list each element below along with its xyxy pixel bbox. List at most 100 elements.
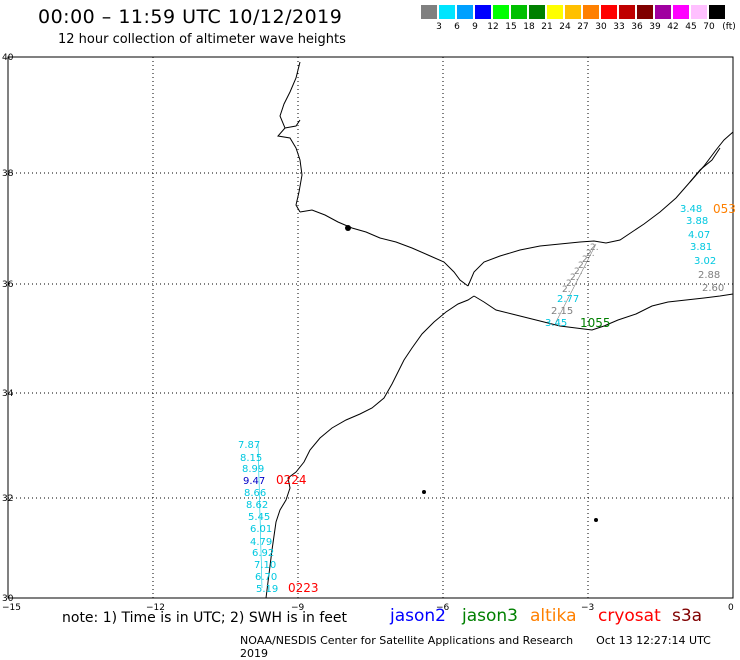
lat-label: 36 [2, 280, 14, 290]
scale-swatch [457, 5, 473, 19]
swh-value: 6.70 [255, 572, 277, 583]
scale-label: 45 [685, 22, 697, 32]
scale-swatch [529, 5, 545, 19]
swh-value: 2.60 [702, 283, 724, 294]
scale-label: 30 [595, 22, 607, 32]
scale-swatch [583, 5, 599, 19]
scale-swatch [475, 5, 491, 19]
swh-value: 2.88 [698, 270, 720, 281]
scale-label: 33 [613, 22, 625, 32]
scale-label: 15 [505, 22, 517, 32]
lon-label: −6 [436, 603, 450, 613]
lon-label: 0 [728, 603, 734, 613]
scale-swatch [601, 5, 617, 19]
swh-value: 9.47 [243, 476, 265, 487]
swh-value: 5.45 [248, 512, 270, 523]
legend-s3a: s3a [672, 606, 703, 626]
scale-label: 21 [541, 22, 553, 32]
page-title: 00:00 – 11:59 UTC 10/12/2019 [38, 6, 343, 28]
scale-label: 12 [487, 22, 499, 32]
pass-time-label: 1055 [580, 316, 611, 330]
lat-label: 38 [2, 169, 14, 179]
lon-label: −3 [581, 603, 594, 613]
scale-swatch [565, 5, 581, 19]
scale-swatch [439, 5, 455, 19]
swh-value: 2.15 [551, 306, 573, 317]
scale-swatch [691, 5, 707, 19]
scale-swatch [673, 5, 689, 19]
swh-value-cluster: 2. [566, 279, 575, 289]
swh-value: 7.87 [238, 440, 260, 451]
swh-value-cluster: 2. [562, 285, 571, 295]
scale-label: 39 [649, 22, 661, 32]
lat-label: 30 [2, 594, 14, 604]
scale-label: 6 [454, 22, 460, 32]
swh-value: 8.66 [244, 488, 266, 499]
pass-time-label: 053 [713, 202, 736, 216]
swh-value: 8.15 [240, 453, 262, 464]
swh-value: 3.81 [690, 242, 712, 253]
page-subtitle: 12 hour collection of altimeter wave hei… [58, 32, 346, 47]
scale-swatch [547, 5, 563, 19]
swh-value: 3.88 [686, 216, 708, 227]
lon-label: −12 [146, 603, 165, 613]
satellite-tracks [257, 243, 597, 589]
scale-swatch [637, 5, 653, 19]
lat-labels: 40 38 36 34 32 30 [2, 53, 14, 604]
lat-label: 34 [2, 389, 14, 399]
swh-value-cluster: 2. [578, 261, 587, 271]
scale-swatch [655, 5, 671, 19]
scale-label: 9 [472, 22, 478, 32]
legend-cryosat: cryosat [598, 606, 661, 626]
swh-value: 8.99 [242, 464, 264, 475]
pass-time-label: 0223 [288, 581, 319, 595]
scale-label: 42 [667, 22, 679, 32]
legend-jason2: jason2 [390, 606, 446, 626]
scale-label: 27 [577, 22, 589, 32]
legend-jason3: jason3 [462, 606, 518, 626]
swh-value: 3.48 [680, 204, 702, 215]
swh-value-cluster: 2. [570, 273, 579, 283]
pass-time-label: 0224 [276, 473, 307, 487]
scale-label: 24 [559, 22, 571, 32]
scale-label: 70 [703, 22, 715, 32]
lon-labels: −15 −12 −9 −6 −3 0 [2, 603, 734, 613]
swh-value-cluster: 2. [586, 249, 595, 259]
scale-unit: (ft) [722, 22, 736, 32]
scale-swatch [619, 5, 635, 19]
swh-value-cluster: 2. [582, 255, 591, 265]
legend-altika: altika [530, 606, 577, 626]
swh-value-cluster: 2. [590, 243, 599, 253]
scale-swatch [421, 5, 437, 19]
scale-swatch [709, 5, 725, 19]
swh-value: 4.79 [250, 537, 272, 548]
lon-label: −9 [291, 603, 305, 613]
scale-swatch [511, 5, 527, 19]
footer-note: note: 1) Time is in UTC; 2) SWH is in fe… [62, 610, 348, 626]
swh-value: 7.10 [254, 560, 276, 571]
swh-value: 5.19 [256, 584, 278, 595]
islands [345, 225, 598, 522]
credit-text: NOAA/NESDIS Center for Satellite Applica… [240, 634, 574, 647]
lat-label: 32 [2, 494, 13, 504]
scale-swatch [493, 5, 509, 19]
swh-value: 4.07 [688, 230, 710, 241]
coastline [265, 61, 734, 599]
graticule [8, 57, 733, 598]
lon-label: −15 [2, 603, 21, 613]
scale-label: 36 [631, 22, 643, 32]
swh-value: 3.45 [545, 318, 567, 329]
swh-value: 8.62 [246, 500, 268, 511]
scale-label: 3 [436, 22, 442, 32]
map-frame [7, 56, 734, 599]
swh-value: 2.77 [557, 294, 579, 305]
scale-label: 18 [523, 22, 535, 32]
track-labels: 7.87 8.158.999.478.668.625.456.01 4.796.92… [238, 202, 736, 595]
footer-credit: NOAA/NESDIS Center for Satellite Applica… [240, 634, 740, 660]
swh-value-cluster: 2. [574, 267, 583, 277]
swh-value: 3.02 [694, 256, 716, 267]
lat-label: 40 [2, 53, 14, 63]
swh-value: 6.92 [252, 548, 274, 559]
swh-value: 6.01 [250, 524, 272, 535]
